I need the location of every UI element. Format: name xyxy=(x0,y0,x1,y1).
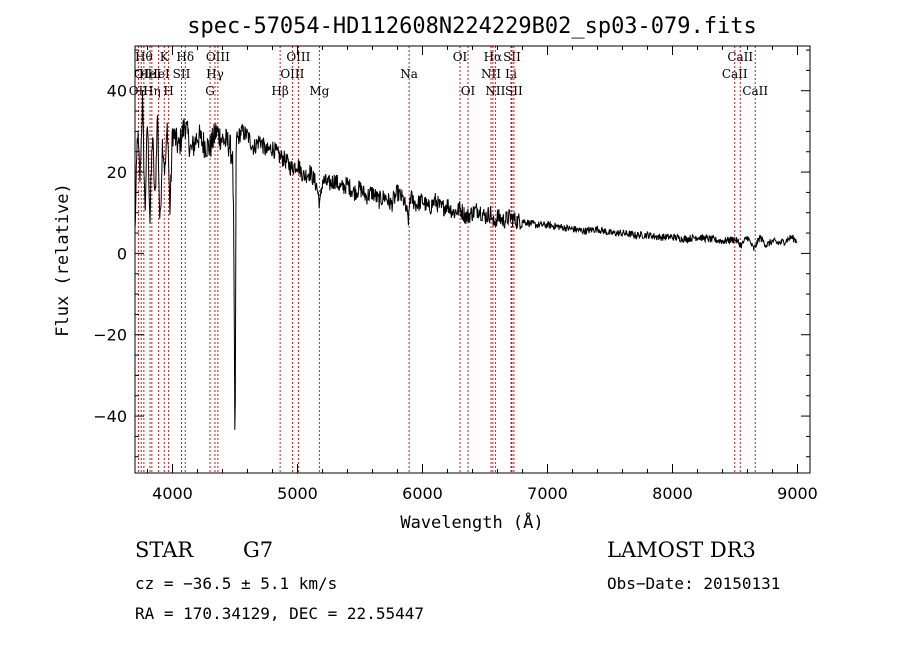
x-tick-label-1: 5000 xyxy=(277,484,318,503)
spectral-line-label-8: SII xyxy=(173,67,191,81)
y-tick-label-0: −40 xyxy=(93,407,127,426)
spectral-line-markers: OIIOIHθHeIHηHeIKHSIIHδGHγOIIIHβOIIIOIIIM… xyxy=(129,46,768,473)
axis-ticks: 4000 5000 6000 7000 8000 9000 −40 −20 0 20 40 xyxy=(93,46,818,503)
y-tick-label-2: 0 xyxy=(117,244,127,263)
spectral-line-label-14: OIII xyxy=(280,67,304,81)
y-tick-label-1: −20 xyxy=(93,326,127,345)
x-tick-label-0: 4000 xyxy=(152,484,193,503)
survey-name: LAMOST DR3 xyxy=(607,538,756,562)
spectral-line-label-3: HeI xyxy=(139,67,162,81)
spectral-line-label-25: SII xyxy=(505,84,523,98)
object-subclass: G7 xyxy=(243,538,274,562)
spectral-line-label-27: CaII xyxy=(727,50,753,64)
spectral-line-label-26: CaII xyxy=(722,67,748,81)
spectral-line-label-20: NII xyxy=(481,67,501,81)
x-axis-label: Wavelength (Å) xyxy=(400,511,543,533)
x-tick-label-3: 7000 xyxy=(527,484,568,503)
x-tick-label-2: 6000 xyxy=(402,484,443,503)
spectral-line-label-16: Mg xyxy=(309,84,329,98)
spectral-line-label-15: OIII xyxy=(286,50,310,64)
object-class: STAR xyxy=(135,538,194,562)
spectral-line-label-4: Hη xyxy=(143,84,161,98)
coordinates-readout: RA = 170.34129, DEC = 22.55447 xyxy=(135,604,424,623)
y-tick-label-4: 40 xyxy=(107,82,127,101)
spectral-line-label-21: Hα xyxy=(484,50,503,64)
y-axis-label: Flux (relative) xyxy=(53,183,73,337)
spectral-line-label-22: NII xyxy=(485,84,505,98)
spectral-line-label-12: OIII xyxy=(206,50,230,64)
spectral-line-label-2: Hθ xyxy=(135,50,153,64)
spectrum-series xyxy=(134,91,798,430)
spectral-line-label-18: OI xyxy=(453,50,468,64)
spectral-line-label-24: SII xyxy=(503,50,521,64)
observation-date: Obs−Date: 20150131 xyxy=(607,574,781,593)
x-tick-label-4: 8000 xyxy=(652,484,693,503)
spectral-line-label-19: OI xyxy=(461,84,476,98)
chart-title: spec-57054-HD112608N224229B02_sp03-079.f… xyxy=(187,14,757,39)
spectral-line-label-28: CaII xyxy=(742,84,768,98)
spectral-line-label-7: H xyxy=(163,84,173,98)
spectral-line-label-17: Na xyxy=(400,67,418,81)
spectral-line-label-10: G xyxy=(205,84,215,98)
spectral-line-label-6: K xyxy=(160,50,170,64)
spectral-line-label-9: Hδ xyxy=(176,50,194,64)
spectrum-line-0 xyxy=(134,91,798,430)
spectral-line-label-13: Hβ xyxy=(271,84,288,98)
y-tick-label-3: 20 xyxy=(107,163,127,182)
spectral-line-label-23: Li xyxy=(505,67,517,81)
spectral-line-label-5: HeI xyxy=(147,67,170,81)
spectral-line-label-11: Hγ xyxy=(206,67,224,81)
x-tick-label-5: 9000 xyxy=(777,484,818,503)
redshift-readout: cz = −36.5 ± 5.1 km/s xyxy=(135,574,338,593)
